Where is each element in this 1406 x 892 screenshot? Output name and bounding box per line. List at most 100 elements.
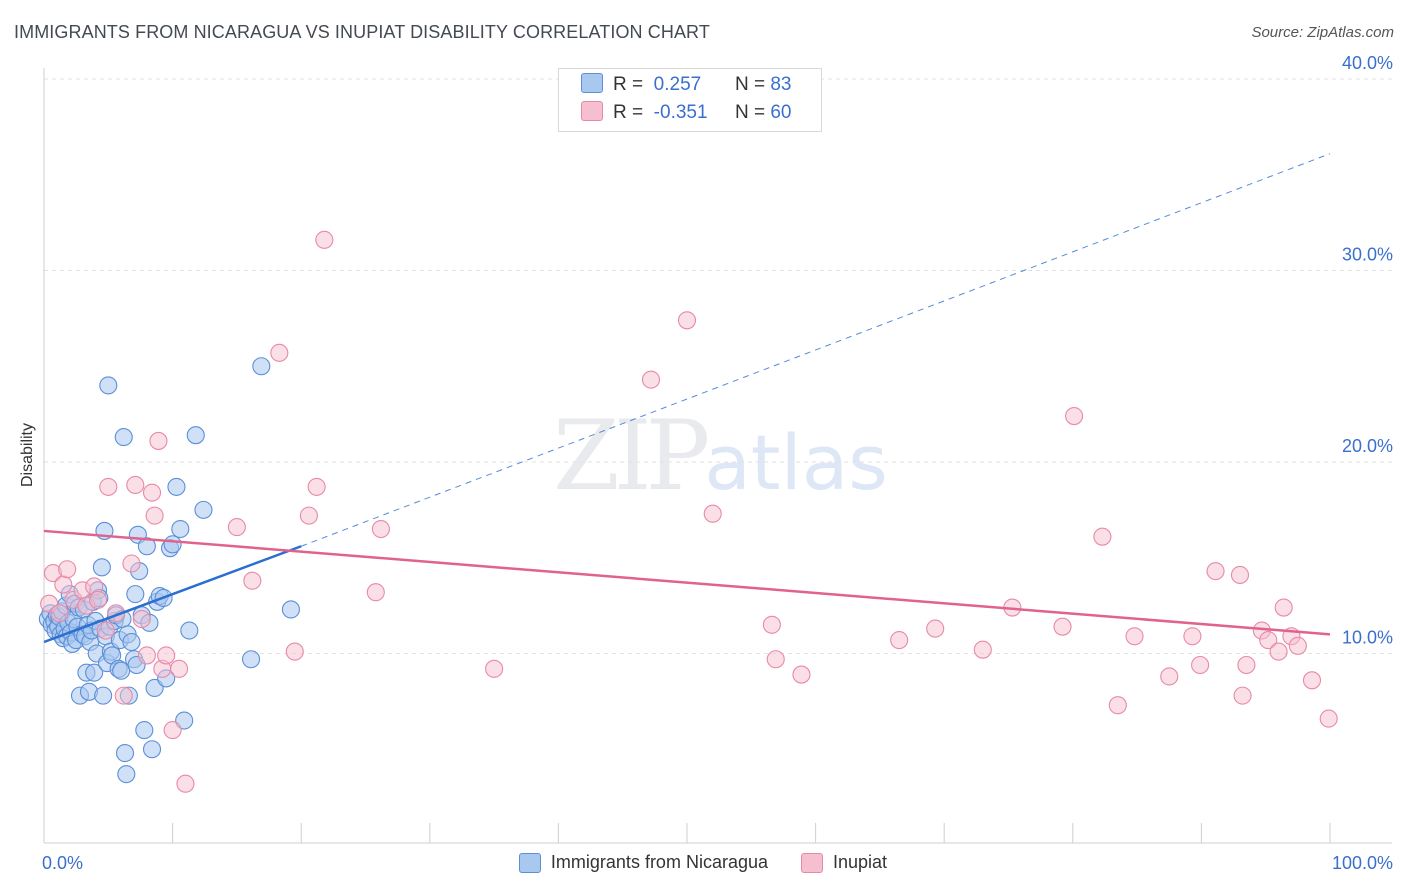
stats-r-value: 0.257 <box>653 74 702 95</box>
point-nicaragua <box>92 558 111 577</box>
point-nicaragua <box>281 600 300 619</box>
point-inupiat <box>1237 655 1256 675</box>
point-nicaragua <box>99 376 118 395</box>
tick-labels: 10.0% 20.0% 30.0% 40.0% 0.0% 100.0% <box>42 53 1393 873</box>
point-inupiat <box>96 621 115 640</box>
point-inupiat <box>176 774 195 793</box>
point-inupiat <box>1259 631 1278 650</box>
series-inupiat-points <box>40 230 1338 793</box>
point-inupiat <box>1288 636 1307 655</box>
stats-n-label: N = <box>734 102 766 123</box>
point-inupiat <box>270 343 289 362</box>
legend-item-nicaragua[interactable]: Immigrants from Nicaragua <box>518 852 768 873</box>
chart-source: Source: ZipAtlas.com <box>1251 24 1394 41</box>
point-inupiat <box>366 583 385 602</box>
point-inupiat <box>149 431 168 450</box>
point-nicaragua <box>186 426 205 445</box>
series-nicaragua-points <box>38 357 300 784</box>
chart-title: IMMIGRANTS FROM NICARAGUA VS INUPIAT DIS… <box>14 22 710 42</box>
point-inupiat <box>703 504 722 523</box>
point-inupiat <box>126 475 145 495</box>
stats-r-value: -0.351 <box>653 102 708 123</box>
point-inupiat <box>1269 642 1288 661</box>
point-inupiat <box>1183 627 1202 646</box>
point-inupiat <box>299 506 318 525</box>
point-inupiat <box>227 518 246 537</box>
stats-legend: R = 0.257 N = 83 R = -0.351 N = 60 <box>558 68 822 132</box>
point-inupiat <box>1230 565 1250 585</box>
x-tick-label-max: 100.0% <box>1332 853 1393 873</box>
point-nicaragua <box>194 500 213 519</box>
point-nicaragua <box>145 678 164 698</box>
point-nicaragua <box>252 357 271 376</box>
point-nicaragua <box>163 535 182 554</box>
point-inupiat <box>1274 598 1293 617</box>
axes <box>43 68 1392 844</box>
stats-r-label: R = <box>613 102 644 123</box>
point-nicaragua <box>135 721 154 740</box>
point-inupiat <box>285 642 304 661</box>
point-inupiat <box>1206 562 1225 581</box>
point-inupiat <box>1302 671 1322 690</box>
point-inupiat <box>1108 696 1127 715</box>
point-nicaragua <box>126 585 145 604</box>
point-inupiat <box>1319 709 1338 728</box>
point-inupiat <box>1191 655 1210 675</box>
point-inupiat <box>54 575 73 594</box>
legend-swatch-pink <box>801 852 824 873</box>
point-inupiat <box>890 631 909 650</box>
point-inupiat <box>1065 406 1084 426</box>
point-inupiat <box>157 646 176 665</box>
point-inupiat <box>163 721 182 740</box>
stats-n-value: 60 <box>770 102 792 123</box>
point-inupiat <box>307 477 326 496</box>
watermark: ZIPatlas <box>553 400 888 512</box>
point-inupiat <box>99 477 118 496</box>
point-nicaragua <box>180 621 199 640</box>
y-tick-label: 10.0% <box>1342 628 1393 648</box>
point-inupiat <box>973 640 992 659</box>
point-inupiat <box>1233 686 1252 705</box>
point-inupiat <box>142 483 162 502</box>
point-inupiat <box>792 665 811 684</box>
point-inupiat <box>766 650 785 669</box>
trend-inupiat <box>43 529 1331 636</box>
point-inupiat <box>243 571 262 590</box>
stats-r-label: R = <box>613 74 644 95</box>
point-inupiat <box>169 659 189 678</box>
point-nicaragua <box>175 711 194 730</box>
point-inupiat <box>58 560 77 579</box>
point-inupiat <box>762 615 781 634</box>
point-inupiat <box>485 659 504 678</box>
x-tick-label-min: 0.0% <box>42 853 83 873</box>
point-inupiat <box>145 506 164 525</box>
point-inupiat <box>1125 627 1144 646</box>
stats-n-label: N = <box>734 74 766 95</box>
point-inupiat <box>1093 527 1112 546</box>
legend-label-inupiat: Inupiat <box>833 852 888 872</box>
stats-row-nicaragua: R = 0.257 N = 83 <box>581 73 791 99</box>
point-nicaragua <box>85 663 104 682</box>
watermark-zip: ZIP <box>553 400 710 512</box>
trend-nicaragua <box>43 545 302 644</box>
y-tick-label: 30.0% <box>1342 245 1393 265</box>
stats-n-value: 83 <box>770 74 792 95</box>
point-inupiat <box>677 311 697 330</box>
point-nicaragua <box>142 740 162 759</box>
point-inupiat <box>371 519 390 539</box>
legend-swatch-blue <box>518 852 541 873</box>
point-inupiat <box>926 619 945 638</box>
point-inupiat <box>137 646 156 665</box>
point-inupiat <box>132 609 151 629</box>
y-tick-label: 40.0% <box>1342 53 1393 73</box>
point-nicaragua <box>241 650 261 669</box>
stats-swatch-blue <box>581 73 603 93</box>
point-inupiat <box>641 370 661 389</box>
point-inupiat <box>50 604 69 623</box>
legend-item-inupiat[interactable]: Inupiat <box>801 852 887 873</box>
point-nicaragua <box>171 519 190 539</box>
point-inupiat <box>114 686 133 705</box>
point-inupiat <box>1160 667 1179 686</box>
point-nicaragua <box>137 537 156 556</box>
point-inupiat <box>315 230 334 249</box>
